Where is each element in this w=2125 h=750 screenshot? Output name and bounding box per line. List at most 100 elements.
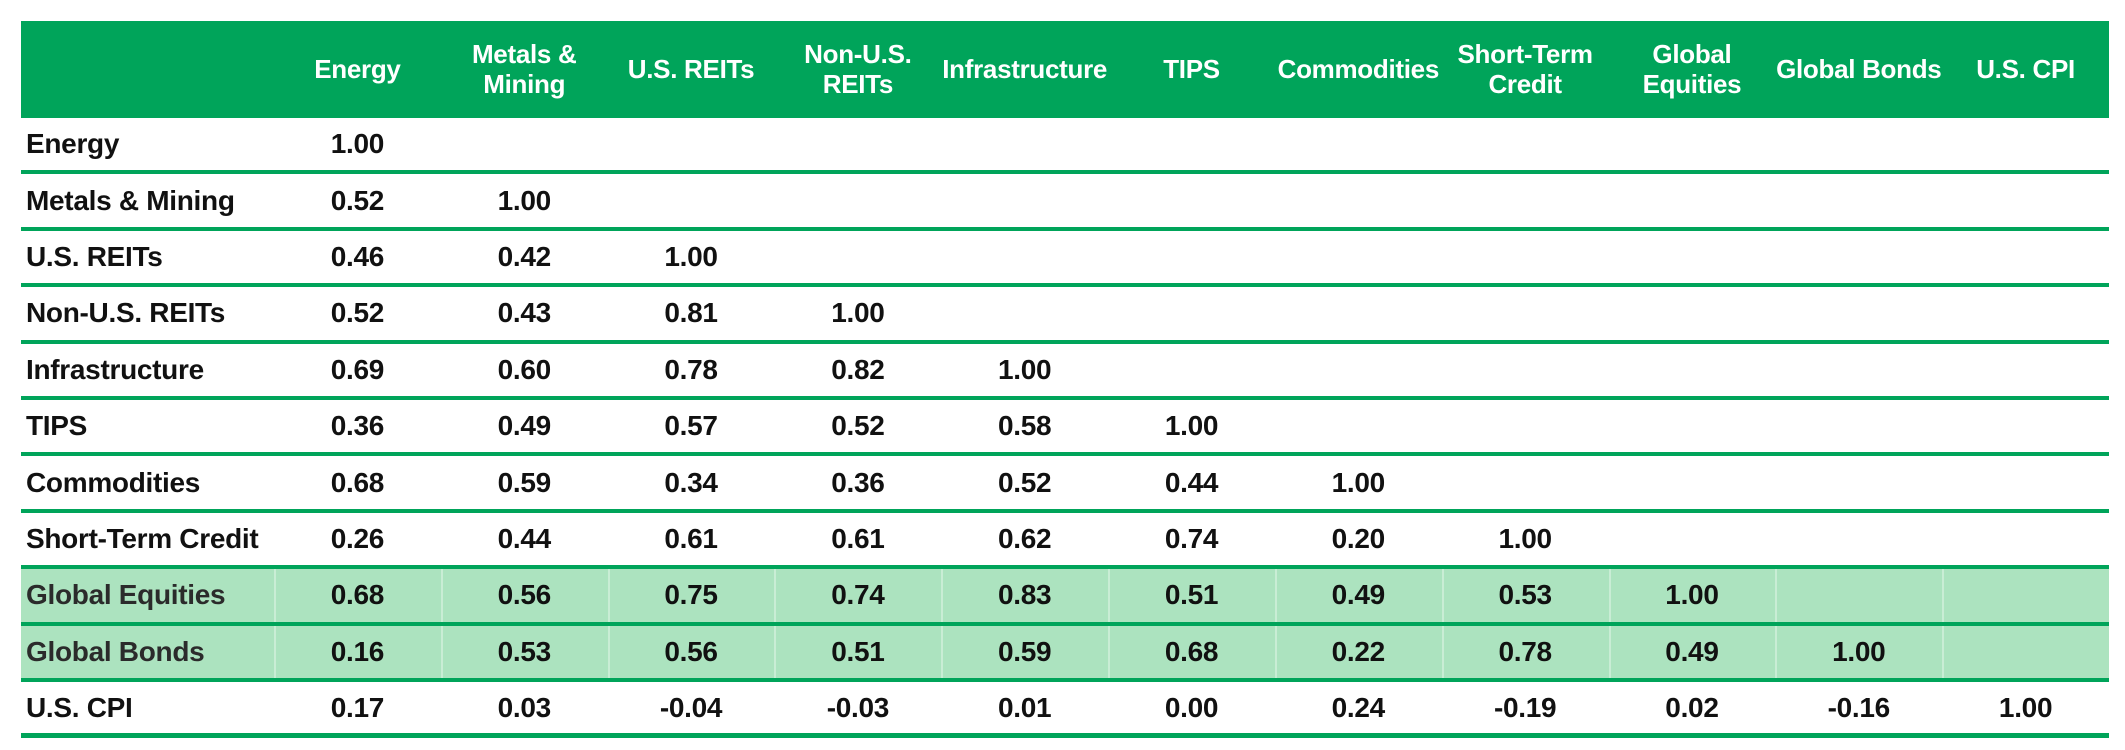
correlation-cell: 0.53 [441,626,608,678]
correlation-cell: -0.19 [1493,691,1557,723]
empty-cell [1442,400,1609,452]
empty-cell [1609,400,1776,452]
row-label: Commodities [26,466,201,498]
empty-cell [941,174,1108,226]
empty-cell [1442,118,1609,170]
column-header: Metals & Mining [471,38,577,99]
empty-cell [1275,231,1442,283]
correlation-cell: 0.52 [831,410,885,442]
correlation-cell: 0.02 [1665,691,1719,723]
empty-cell [1775,513,1942,565]
column-header: TIPS [1163,53,1220,84]
correlation-cell: 0.69 [330,353,385,385]
correlation-cell: 0.57 [664,410,718,442]
correlation-cell: 0.62 [998,522,1052,554]
empty-cell [1442,174,1609,226]
correlation-cell: 0.44 [497,522,552,554]
correlation-cell: 0.82 [831,353,885,385]
empty-cell [1942,118,2109,170]
row-label: Infrastructure [26,353,204,385]
correlation-cell: 0.49 [1609,626,1776,678]
correlation-cell: -0.04 [659,691,723,723]
empty-cell [1275,344,1442,396]
correlation-cell: 0.00 [1164,691,1219,723]
empty-cell [1108,287,1275,339]
correlation-cell: 1.00 [664,240,718,272]
correlation-cell: 1.00 [1498,522,1552,554]
correlation-cell: 0.52 [330,297,385,329]
column-header: Non-U.S. REITs [804,38,912,99]
empty-cell [1942,626,2109,678]
correlation-cell: 0.56 [608,626,775,678]
empty-cell [1775,174,1942,226]
column-header: Commodities [1277,53,1440,84]
correlation-cell: 0.83 [941,569,1108,621]
row-label: TIPS [26,410,88,442]
correlation-cell: 0.20 [1331,522,1386,554]
empty-cell [1108,231,1275,283]
correlation-cell: 0.68 [1108,626,1275,678]
correlation-cell: 1.00 [497,184,552,216]
correlation-cell: 0.01 [998,691,1052,723]
empty-cell [1942,569,2109,621]
correlation-cell: 0.68 [330,466,385,498]
row-label: Non-U.S. REITs [26,297,226,329]
empty-cell [941,118,1108,170]
correlation-cell: 0.60 [497,353,552,385]
correlation-cell: 0.49 [1275,569,1442,621]
empty-cell [1275,400,1442,452]
empty-cell [1942,174,2109,226]
empty-cell [1275,118,1442,170]
row-label: Energy [26,128,120,160]
correlation-cell: 0.56 [441,569,608,621]
column-header: Global Equities [1642,38,1742,99]
correlation-cell: 0.78 [664,353,718,385]
correlation-cell: 0.24 [1331,691,1386,723]
table-body: Energy 1.00 Metals & Mining 0.52 1.00 U.S. RE… [21,118,2109,739]
correlation-cell: 0.75 [608,569,775,621]
empty-cell [1275,174,1442,226]
empty-cell [1942,231,2109,283]
empty-cell [1775,456,1942,508]
empty-cell [774,118,941,170]
correlation-cell: 0.16 [274,626,441,678]
correlation-cell: 0.78 [1442,626,1609,678]
correlation-cell: 1.00 [330,128,385,160]
empty-cell [1609,344,1776,396]
row-label: Global Equities [26,579,226,611]
row-label: U.S. CPI [26,691,133,723]
correlation-cell: 1.00 [1775,626,1942,678]
correlation-cell: 0.34 [664,466,718,498]
empty-cell [608,174,775,226]
row-label: Global Bonds [26,635,205,667]
row-label: Metals & Mining [26,184,235,216]
table-row: Non-U.S. REITs 0.52 0.43 0.81 1.00 [21,287,2109,344]
correlation-cell: 0.42 [497,240,552,272]
empty-cell [1609,287,1776,339]
empty-cell [774,231,941,283]
column-header: Global Bonds [1776,53,1942,84]
empty-cell [1775,118,1942,170]
correlation-cell: 0.68 [274,569,441,621]
correlation-matrix-table: Energy Metals & Mining U.S. REITs Non-U.S. … [21,21,2109,739]
empty-cell [1609,118,1776,170]
correlation-cell: -0.16 [1827,691,1891,723]
empty-cell [1775,400,1942,452]
correlation-cell: 0.61 [664,522,718,554]
empty-cell [1609,174,1776,226]
correlation-cell: 0.52 [998,466,1052,498]
correlation-cell: 1.00 [1609,569,1776,621]
column-header: Infrastructure [942,53,1108,84]
correlation-cell: 1.00 [1164,410,1219,442]
empty-cell [1275,287,1442,339]
table-row: U.S. REITs 0.46 0.42 1.00 [21,230,2109,288]
empty-cell [1609,456,1776,508]
table-row: Infrastructure 0.69 0.60 0.78 0.82 1.00 [21,343,2109,400]
correlation-cell: 1.00 [1331,466,1386,498]
empty-cell [774,174,941,226]
correlation-cell: 0.17 [330,691,385,723]
empty-cell [1442,231,1609,283]
empty-cell [1108,118,1275,170]
table-row: U.S. CPI 0.17 0.03 -0.04 -0.03 0.01 0.00 0.24 -0… [21,681,2109,739]
column-header: Energy [314,53,401,84]
